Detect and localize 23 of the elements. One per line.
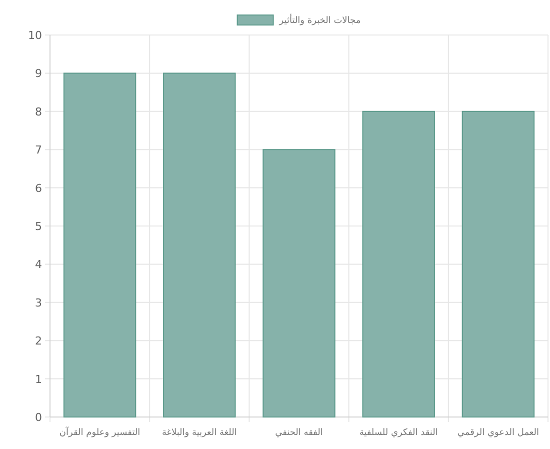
legend-label: مجالات الخبرة والتأثير <box>278 13 361 26</box>
x-tick-label: اللغة العربية والبلاغة <box>162 428 237 438</box>
y-tick-label: 5 <box>35 220 42 233</box>
y-tick-label: 0 <box>35 411 42 424</box>
y-tick-label: 1 <box>35 372 42 386</box>
y-tick-label: 6 <box>35 182 42 195</box>
legend: مجالات الخبرة والتأثير <box>236 14 361 26</box>
x-tick-label: النقد الفكري للسلفية <box>359 428 438 438</box>
y-tick-label: 8 <box>35 105 42 118</box>
x-tick-label: العمل الدعوي الرقمي <box>457 428 539 438</box>
y-tick-label: 7 <box>35 144 42 157</box>
y-tick-label: 10 <box>28 29 42 42</box>
bar <box>163 72 236 418</box>
x-tick-label: التفسير وعلوم القرآن <box>59 426 140 438</box>
bar <box>262 149 336 418</box>
y-tick-label: 2 <box>35 334 42 348</box>
y-tick-label: 9 <box>35 67 42 80</box>
y-tick-label: 3 <box>35 296 42 310</box>
bar <box>362 110 435 418</box>
bar <box>63 72 136 418</box>
x-tick-label: الفقه الحنفي <box>275 428 323 438</box>
y-tick-label: 4 <box>35 258 42 272</box>
bar <box>462 110 535 418</box>
